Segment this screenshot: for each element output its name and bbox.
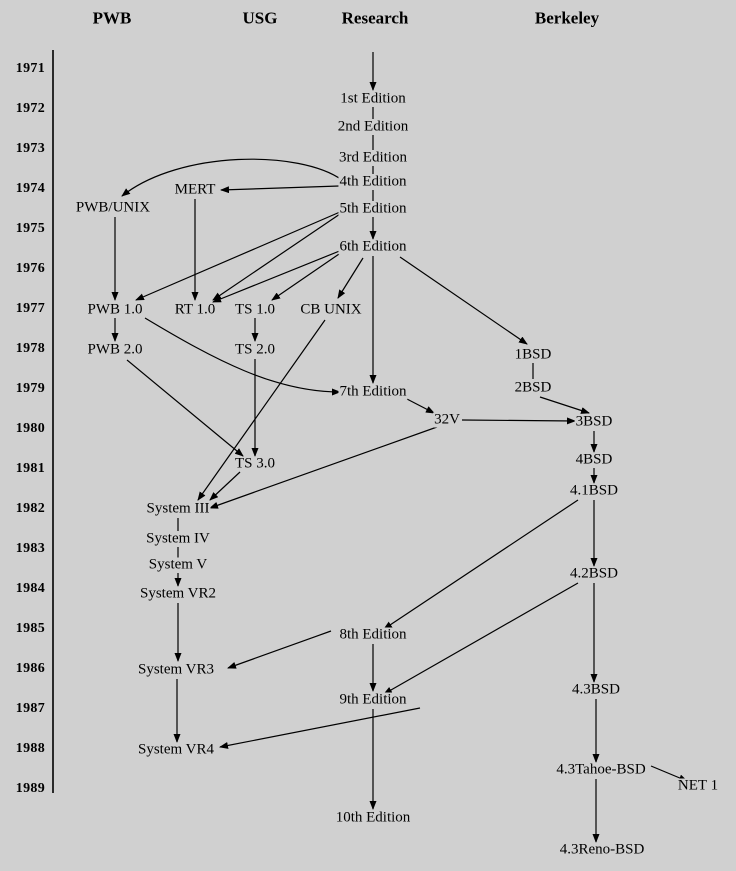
- year-label-1978: 1978: [15, 341, 45, 356]
- node-net1: NET 1: [676, 777, 720, 794]
- node-ed4: 4th Edition: [338, 173, 408, 190]
- year-label-1979: 1979: [15, 381, 45, 396]
- node-ts10: TS 1.0: [233, 301, 277, 318]
- year-label-1974: 1974: [15, 181, 45, 196]
- edge-e-ts30-sys3: [209, 471, 241, 501]
- node-sys4: System IV: [145, 530, 211, 547]
- node-sys3: System III: [145, 500, 211, 517]
- node-ed1: 1st Edition: [339, 90, 407, 107]
- edges-group: [111, 52, 688, 843]
- year-label-1983: 1983: [15, 541, 45, 556]
- node-v32: 32V: [433, 411, 461, 428]
- node-cbunix: CB UNIX: [299, 301, 363, 318]
- node-ed6: 6th Edition: [338, 238, 408, 255]
- column-header-berkeley: Berkeley: [534, 8, 600, 28]
- node-ed5: 5th Edition: [338, 200, 408, 217]
- edge-e-bsd42-ed9: [383, 582, 579, 695]
- edge-e-ed6-rt10: [212, 249, 343, 303]
- year-label-1971: 1971: [15, 61, 45, 76]
- node-ed2: 2nd Edition: [336, 118, 410, 135]
- node-pwb10: PWB 1.0: [86, 301, 144, 318]
- node-bsdtahoe: 4.3Tahoe-BSD: [555, 761, 647, 778]
- year-label-1982: 1982: [15, 501, 45, 516]
- node-bsd41: 4.1BSD: [569, 482, 619, 499]
- node-ed3: 3rd Edition: [338, 149, 408, 166]
- edge-e-ed4-pwbunix: [121, 158, 343, 197]
- year-label-1976: 1976: [15, 261, 45, 276]
- node-mert: MERT: [173, 181, 217, 198]
- node-bsd1: 1BSD: [513, 346, 553, 363]
- edge-e-cbunix-sys3: [197, 319, 326, 501]
- edge-e-bsd2-bsd3: [539, 396, 590, 414]
- edge-e-ed4-mert: [220, 185, 340, 194]
- node-ed7: 7th Edition: [338, 383, 408, 400]
- year-label-1984: 1984: [15, 581, 45, 596]
- node-pwb20: PWB 2.0: [86, 341, 144, 358]
- column-header-research: Research: [341, 8, 409, 28]
- node-ed9: 9th Edition: [338, 691, 408, 708]
- year-label-1980: 1980: [15, 421, 45, 436]
- year-label-1989: 1989: [15, 781, 45, 796]
- year-label-1975: 1975: [15, 221, 45, 236]
- node-sys5: System V: [147, 556, 209, 573]
- year-label-1977: 1977: [15, 301, 45, 316]
- year-label-1985: 1985: [15, 621, 45, 636]
- node-ts20: TS 2.0: [233, 341, 277, 358]
- edge-e-ed8-sysvr3: [227, 630, 332, 669]
- edge-e-ed6-ts10: [271, 251, 343, 301]
- year-label-1972: 1972: [15, 101, 45, 116]
- node-bsd2: 2BSD: [513, 379, 553, 396]
- node-ed10: 10th Edition: [334, 809, 412, 826]
- node-bsd43: 4.3BSD: [571, 681, 621, 698]
- node-bsdreno: 4.3Reno-BSD: [558, 841, 646, 858]
- edge-e-ed6-cbunix: [337, 257, 364, 299]
- edge-e-ed9-sysvr4: [219, 707, 421, 749]
- edge-e-ed5-pwb10: [135, 211, 341, 301]
- edge-e-pwb20-ts30: [126, 359, 244, 457]
- edge-e-ed5-rt10: [212, 213, 341, 301]
- column-header-pwb: PWB: [92, 8, 132, 28]
- node-bsd3: 3BSD: [574, 413, 614, 430]
- year-label-1973: 1973: [15, 141, 45, 156]
- node-bsd4: 4BSD: [574, 451, 614, 468]
- node-bsd42: 4.2BSD: [569, 565, 619, 582]
- edge-e-pwb10-ed7: [144, 317, 341, 396]
- column-header-usg: USG: [242, 8, 278, 28]
- year-label-1987: 1987: [15, 701, 45, 716]
- edge-e-ed6-bsd1: [399, 256, 528, 345]
- year-label-1988: 1988: [15, 741, 45, 756]
- node-rt10: RT 1.0: [173, 301, 217, 318]
- edge-e-v32-sys3: [209, 426, 438, 509]
- node-ed8: 8th Edition: [338, 626, 408, 643]
- node-sysvr2: System VR2: [139, 585, 217, 602]
- edge-e-bsd41-ed8: [383, 499, 579, 630]
- node-ts30: TS 3.0: [233, 455, 277, 472]
- node-pwbunix: PWB/UNIX: [74, 199, 152, 216]
- node-sysvr4: System VR4: [137, 741, 215, 758]
- node-sysvr3: System VR3: [137, 661, 215, 678]
- year-label-1981: 1981: [15, 461, 45, 476]
- edge-e-ed7-v32: [404, 397, 435, 414]
- edge-e-v32-bsd3: [461, 417, 576, 425]
- year-label-1986: 1986: [15, 661, 45, 676]
